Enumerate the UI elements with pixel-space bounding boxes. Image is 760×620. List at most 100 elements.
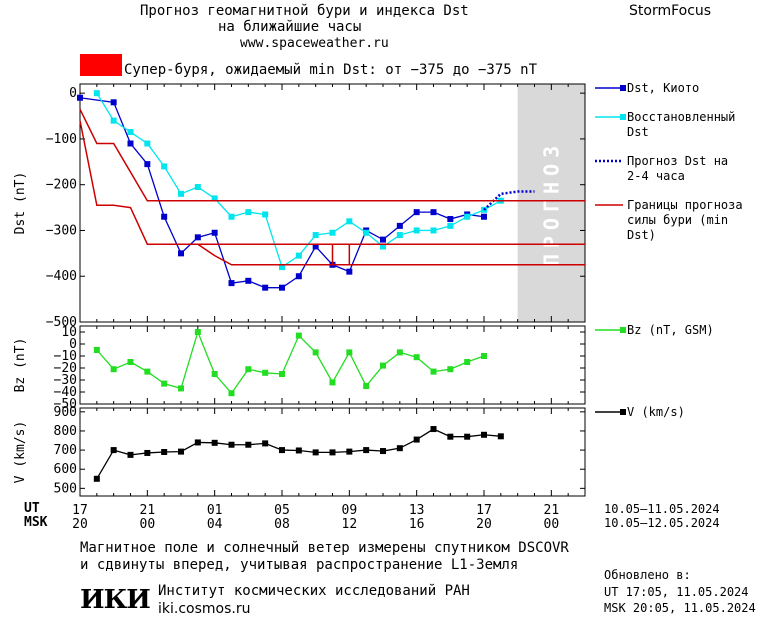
y-axis-label: V (km/s): [13, 421, 28, 484]
data-point: [228, 441, 235, 448]
y-tick-label: −30: [54, 373, 77, 388]
data-point: [228, 213, 235, 220]
x-tick-label-msk: 16: [409, 517, 425, 532]
data-point: [93, 90, 100, 97]
data-point: [161, 449, 168, 455]
data-point: [144, 449, 151, 456]
series-line: [483, 190, 535, 211]
msk-date-range: 10.05–12.05.2024: [604, 516, 720, 530]
chart-title-line1: Прогноз геомагнитной бури и индекса Dst: [140, 3, 469, 19]
legend-text: 2-4 часа: [627, 169, 685, 183]
series-line: [96, 428, 501, 480]
y-tick-label: −500: [46, 315, 77, 330]
y-tick-label: 10: [61, 325, 77, 340]
data-point: [279, 371, 285, 377]
data-point: [279, 264, 285, 271]
y-tick-label: −400: [46, 269, 77, 284]
data-point: [464, 433, 471, 440]
series-bz-0: [93, 329, 487, 397]
brand-label: StormFocus: [629, 3, 712, 19]
legend-marker: [620, 327, 626, 333]
panel-frame: [79, 83, 586, 323]
data-point: [110, 366, 117, 373]
data-point: [245, 209, 252, 216]
panel-bz: 100−10−20−30−40−50 Bz (nT) Bz (nT, GSM): [13, 323, 714, 412]
data-point: [363, 229, 370, 236]
institute-name: Институт космических исследований РАН: [158, 583, 470, 599]
x-tick-label-ut: 17: [476, 503, 492, 518]
legend-marker: [620, 114, 626, 120]
y-tick-label: −20: [54, 361, 77, 376]
data-point: [77, 94, 83, 101]
x-tick-label-ut: 21: [140, 503, 156, 518]
data-point: [481, 431, 487, 438]
data-point: [127, 129, 134, 136]
panel-frame: [79, 325, 586, 405]
data-point: [211, 195, 218, 202]
data-point: [396, 222, 403, 229]
data-point: [161, 163, 168, 170]
data-point: [245, 441, 252, 448]
legend-marker: [620, 409, 626, 415]
data-point: [464, 213, 471, 220]
legend-text: Dst, Киото: [627, 81, 699, 95]
data-point: [481, 353, 487, 359]
x-tick-label-ut: 21: [544, 503, 560, 518]
data-point: [413, 227, 420, 234]
data-point: [447, 366, 454, 373]
x-tick-label-ut: 17: [72, 503, 88, 518]
y-tick-label: −300: [46, 223, 77, 238]
data-point: [178, 385, 184, 392]
bound-line: [231, 243, 351, 265]
chart-title-line2: на ближайшие часы: [218, 19, 362, 35]
x-tick-label-msk: 12: [342, 517, 358, 532]
legend-text: Bz (nT, GSM): [627, 323, 714, 337]
data-point: [194, 234, 201, 241]
data-point: [93, 347, 100, 353]
data-point: [228, 390, 235, 397]
legend-marker: [620, 85, 626, 91]
source-url[interactable]: www.spaceweather.ru: [240, 36, 389, 51]
data-point: [295, 447, 302, 454]
legend-entry: Прогноз Dst на2-4 часа: [595, 154, 728, 183]
institute-url[interactable]: iki.cosmos.ru: [158, 601, 251, 617]
updated-msk: MSK 20:05, 11.05.2024: [604, 601, 756, 615]
y-tick-label: 600: [54, 462, 77, 477]
msk-row-label: MSK: [24, 515, 48, 530]
data-point: [497, 433, 504, 440]
data-point: [430, 227, 437, 234]
x-tick-label-ut: 01: [207, 503, 223, 518]
data-point: [363, 447, 370, 454]
data-point: [346, 448, 353, 455]
iki-logo: ИКИ: [80, 585, 151, 615]
data-point: [312, 243, 319, 250]
data-point: [312, 449, 319, 456]
legend-text: Границы прогноза: [627, 198, 743, 212]
data-point: [447, 222, 454, 229]
data-point: [329, 229, 336, 236]
series-dst-3: [79, 108, 585, 266]
footer-note-line2: и сдвинуты вперед, учитывая распростране…: [80, 557, 519, 573]
x-tick-label-msk: 20: [72, 517, 88, 532]
data-point: [380, 236, 386, 243]
legend-text: Dst): [627, 228, 656, 242]
data-point: [295, 332, 302, 339]
data-point: [178, 190, 184, 197]
data-point: [110, 447, 117, 454]
data-point: [380, 448, 386, 455]
x-tick-label-msk: 08: [274, 517, 290, 532]
data-point: [110, 99, 117, 106]
data-point: [262, 440, 269, 447]
data-point: [430, 209, 437, 216]
data-point: [144, 161, 151, 168]
data-point: [228, 280, 235, 287]
x-tick-label-msk: 00: [140, 517, 156, 532]
legend-text: Dst: [627, 125, 649, 139]
series-line: [96, 330, 485, 395]
ut-row-label: UT: [24, 501, 40, 516]
data-point: [295, 273, 302, 280]
series-line: [96, 92, 502, 269]
data-point: [127, 451, 134, 458]
